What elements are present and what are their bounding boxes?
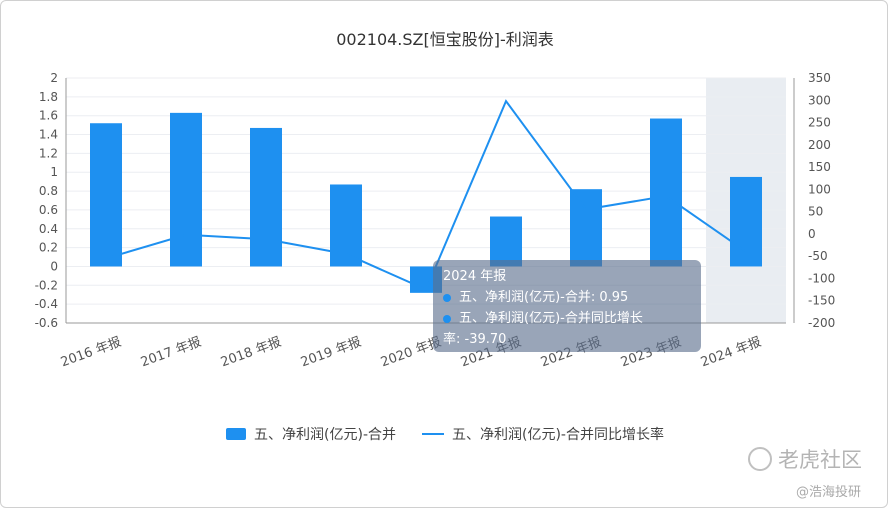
tooltip-marker — [443, 314, 451, 323]
tooltip-marker — [443, 293, 451, 302]
right-axis-tick-label: 350 — [808, 71, 831, 85]
right-axis-tick-label: 200 — [808, 138, 831, 152]
tiger-logo-icon — [748, 447, 772, 471]
right-axis-tick-label: 300 — [808, 93, 831, 107]
left-axis-tick-label: 1.4 — [39, 128, 58, 142]
bar-net-profit — [650, 118, 682, 267]
legend-line-swatch — [422, 433, 444, 435]
watermark-brand: 老虎社区 — [778, 448, 862, 472]
right-axis-tick-label: -150 — [808, 294, 835, 308]
legend-item-growth-rate[interactable]: 五、净利润(亿元)-合并同比增长率 — [422, 424, 664, 444]
right-axis-tick-label: 250 — [808, 116, 831, 130]
x-axis-tick-label: 2019 年报 — [299, 335, 364, 371]
bar-net-profit — [250, 127, 282, 267]
legend-label-net-profit: 五、净利润(亿元)-合并 — [254, 427, 396, 443]
tooltip-title: 2024 年报 — [443, 269, 507, 284]
x-axis-tick-label: 2016 年报 — [59, 335, 124, 371]
tooltip-value-growth: 率: -39.70 — [443, 332, 507, 347]
legend-bar-swatch — [226, 428, 247, 440]
legend-label-growth-rate: 五、净利润(亿元)-合并同比增长率 — [452, 427, 664, 443]
watermark-author: @浩海投研 — [796, 485, 862, 500]
chart-plot: 2 1.8 1.6 1.4 1.2 1 0.8 0.6 0.4 0.2 0 -0.2 -0.4 -0.6 3… — [35, 71, 836, 371]
left-axis-tick-label: 2 — [50, 71, 58, 85]
left-axis-tick-label: 0.6 — [39, 203, 58, 217]
legend-item-net-profit[interactable]: 五、净利润(亿元)-合并 — [226, 424, 396, 444]
bar-net-profit — [490, 216, 522, 267]
bar-net-profit — [730, 176, 762, 267]
left-axis-tick-label: 1 — [50, 165, 58, 179]
chart-title: 002104.SZ[恒宝股份]-利润表 — [336, 30, 554, 49]
right-axis-tick-label: 150 — [808, 160, 831, 174]
left-axis-tick-label: 1.8 — [39, 90, 58, 104]
right-axis-tick-label: 50 — [808, 205, 823, 219]
x-axis-tick-label: 2017 年报 — [139, 335, 204, 371]
line-growth-rate — [105, 99, 747, 291]
right-axis-tick-label: -100 — [808, 271, 835, 285]
chart-tooltip: 2024 年报 五、净利润(亿元)-合并: 0.95 五、净利润(亿元)-合并同… — [433, 260, 701, 352]
left-axis-tick-label: 0.2 — [39, 241, 58, 255]
tooltip-value-net-profit: 五、净利润(亿元)-合并: 0.95 — [459, 290, 629, 305]
tooltip-row-growth: 五、净利润(亿元)-合并同比增长 — [443, 308, 691, 329]
left-axis-tick-label: 1.6 — [39, 109, 58, 123]
left-axis-tick-label: -0.4 — [35, 297, 58, 311]
left-axis-tick-label: 0 — [50, 259, 58, 273]
right-axis-tick-label: 100 — [808, 182, 831, 196]
tooltip-row-net-profit: 五、净利润(亿元)-合并: 0.95 — [443, 287, 691, 308]
right-axis-tick-label: -200 — [808, 316, 835, 330]
bar-net-profit — [90, 123, 122, 267]
left-axis-tick-label: -0.6 — [35, 316, 58, 330]
left-axis-tick-label: 0.8 — [39, 184, 58, 198]
left-axis-tick-label: 1.2 — [39, 146, 58, 160]
bar-net-profit — [170, 112, 202, 267]
watermark: 老虎社区 — [748, 444, 878, 474]
chart-legend: 五、净利润(亿元)-合并 五、净利润(亿元)-合并同比增长率 — [0, 424, 890, 444]
x-axis-tick-label: 2018 年报 — [219, 335, 284, 371]
left-axis-tick-label: -0.2 — [35, 278, 58, 292]
right-axis-tick-label: 0 — [808, 227, 816, 241]
bar-net-profit — [570, 189, 602, 267]
left-axis-tick-label: 0.4 — [39, 222, 58, 236]
x-axis-tick-label: 2024 年报 — [699, 335, 764, 371]
right-axis-tick-label: -50 — [808, 249, 828, 263]
tooltip-label-growth: 五、净利润(亿元)-合并同比增长 — [459, 311, 643, 326]
